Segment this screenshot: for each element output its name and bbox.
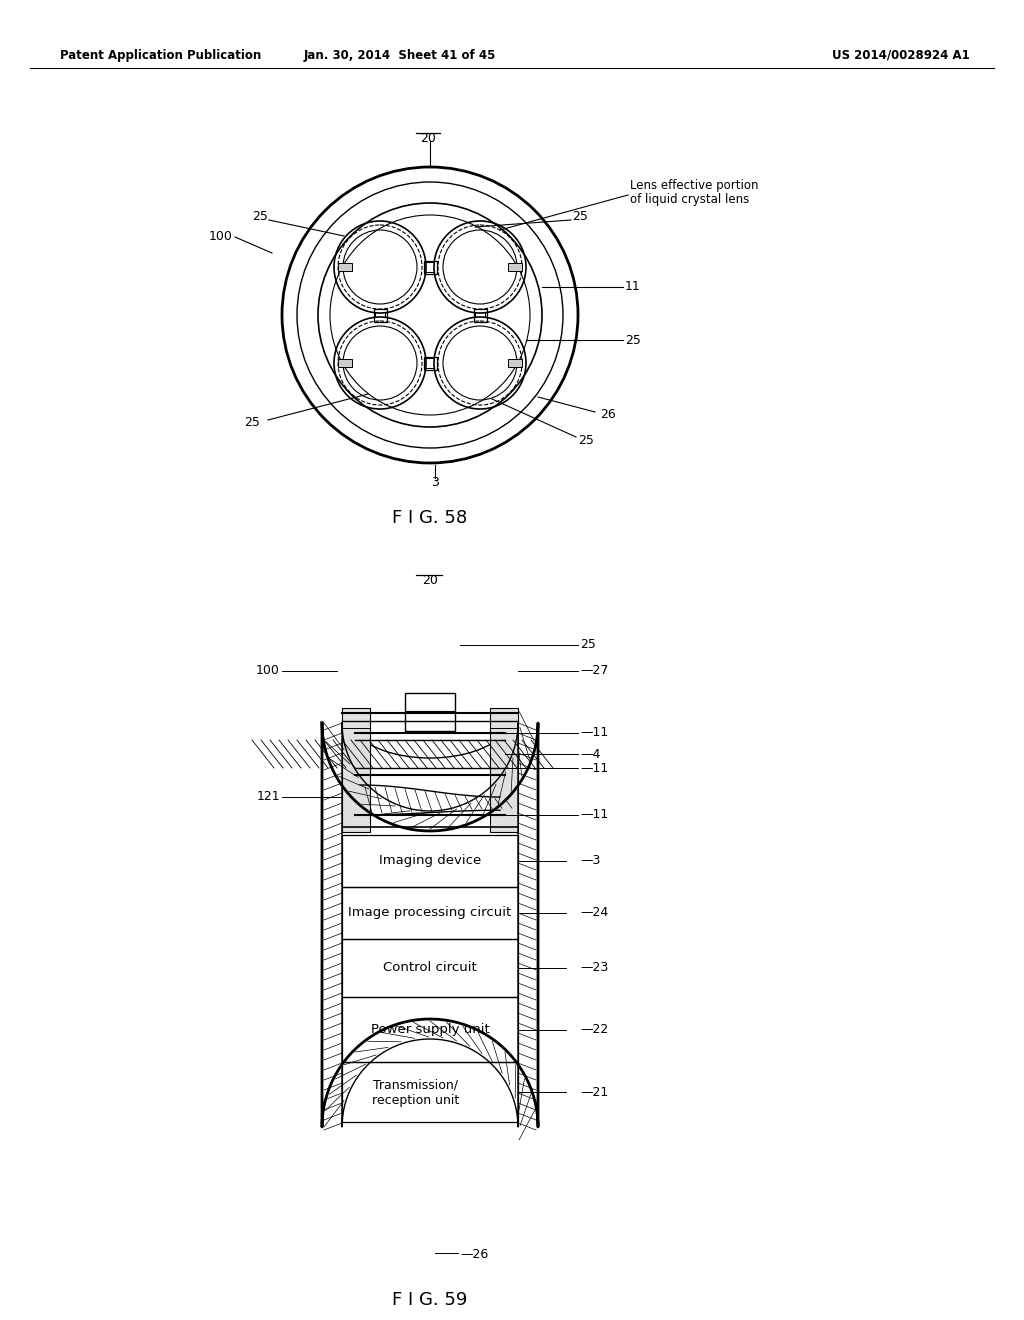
Text: —26: —26 <box>460 1249 488 1262</box>
Text: 20: 20 <box>420 132 436 145</box>
Bar <box>342 939 518 997</box>
Bar <box>374 309 386 322</box>
Text: 26: 26 <box>600 408 615 421</box>
Text: —22: —22 <box>580 1023 608 1036</box>
Bar <box>473 309 486 322</box>
Text: —21: —21 <box>580 1085 608 1098</box>
Text: of liquid crystal lens: of liquid crystal lens <box>630 194 750 206</box>
Text: 25: 25 <box>625 334 641 346</box>
Bar <box>338 263 352 271</box>
Text: —11: —11 <box>580 762 608 775</box>
Text: reception unit: reception unit <box>373 1093 460 1106</box>
Text: Lens effective portion: Lens effective portion <box>630 178 759 191</box>
Text: 25: 25 <box>578 433 594 446</box>
Text: 25: 25 <box>252 210 268 223</box>
Text: 100: 100 <box>209 231 233 243</box>
Bar <box>342 836 518 887</box>
Bar <box>342 1063 518 1122</box>
Text: Imaging device: Imaging device <box>379 854 481 867</box>
Text: Control circuit: Control circuit <box>383 961 477 974</box>
Text: —3: —3 <box>580 854 600 867</box>
Bar <box>424 356 436 370</box>
Bar <box>342 887 518 939</box>
Bar <box>406 693 455 731</box>
Text: Patent Application Publication: Patent Application Publication <box>60 49 261 62</box>
Text: —4: —4 <box>580 747 600 760</box>
Text: —23: —23 <box>580 961 608 974</box>
Text: 25: 25 <box>580 639 596 652</box>
Text: —11: —11 <box>580 726 608 739</box>
Text: 100: 100 <box>256 664 280 677</box>
Text: 121: 121 <box>256 791 280 804</box>
Text: Jan. 30, 2014  Sheet 41 of 45: Jan. 30, 2014 Sheet 41 of 45 <box>304 49 497 62</box>
Bar <box>508 263 522 271</box>
Bar <box>508 359 522 367</box>
Text: 11: 11 <box>625 281 641 293</box>
Text: —27: —27 <box>580 664 608 677</box>
Text: Image processing circuit: Image processing circuit <box>348 907 512 919</box>
Text: —11: —11 <box>580 808 608 821</box>
Text: 3: 3 <box>431 477 439 490</box>
Text: 25: 25 <box>572 210 588 223</box>
Text: Power supply unit: Power supply unit <box>371 1023 489 1036</box>
Bar <box>424 260 436 273</box>
Bar <box>342 708 370 832</box>
Text: F I G. 59: F I G. 59 <box>392 1291 468 1309</box>
Text: US 2014/0028924 A1: US 2014/0028924 A1 <box>833 49 970 62</box>
Text: 25: 25 <box>244 417 260 429</box>
Bar <box>490 708 518 832</box>
Bar <box>342 997 518 1063</box>
Text: Transmission/: Transmission/ <box>374 1078 459 1092</box>
Text: F I G. 58: F I G. 58 <box>392 510 468 527</box>
Bar <box>338 359 352 367</box>
Text: 20: 20 <box>422 573 438 586</box>
Text: —24: —24 <box>580 907 608 919</box>
